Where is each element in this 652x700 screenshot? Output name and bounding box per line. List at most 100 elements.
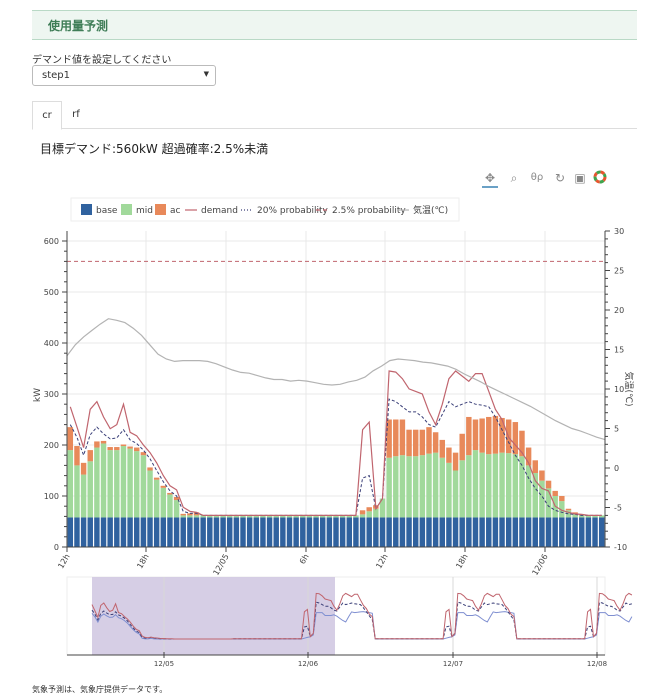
- bar-base: [552, 517, 558, 547]
- bar-ac: [80, 462, 87, 475]
- bar-base: [286, 517, 293, 547]
- bar-base: [459, 517, 465, 547]
- bar-base: [120, 517, 127, 547]
- bar-base: [173, 517, 180, 547]
- bar-ac: [452, 452, 459, 471]
- legend-base-label: base: [96, 206, 118, 216]
- bar-base: [386, 517, 392, 547]
- tick-label: 6h: [298, 553, 311, 566]
- bar-mid: [386, 457, 392, 518]
- range-selection[interactable]: [92, 577, 335, 655]
- bar-mid: [479, 452, 485, 518]
- bar-mid: [512, 454, 519, 518]
- chevron-down-icon: ▼: [203, 70, 209, 78]
- bar-ac: [87, 450, 93, 462]
- section-title: 使用量予測: [48, 19, 109, 33]
- tick-label: 0: [54, 543, 59, 552]
- wheel-zoom-icon[interactable]: θρ: [530, 172, 544, 183]
- bar-mid: [426, 453, 432, 518]
- bar-mid: [585, 515, 592, 518]
- tick-label: 12/07: [443, 660, 463, 668]
- bar-base: [446, 517, 452, 547]
- bar-base: [532, 517, 538, 547]
- bar-base: [353, 517, 359, 547]
- bar-mid: [486, 454, 492, 518]
- bar-ac: [432, 432, 439, 453]
- bar-ac: [559, 496, 565, 502]
- bar-base: [572, 517, 578, 547]
- grid: [66, 231, 605, 548]
- y-axis-label: kW: [33, 388, 43, 402]
- bar-base: [366, 517, 372, 547]
- bar-base: [80, 517, 87, 547]
- bar-base: [479, 517, 485, 547]
- bar-ac: [472, 419, 479, 451]
- bar-ac: [67, 427, 74, 451]
- section-header: 使用量予測: [32, 10, 637, 40]
- bar-mid: [552, 496, 558, 518]
- bar-base: [227, 517, 233, 547]
- bar-base: [233, 517, 240, 547]
- tick-label: 12/06: [298, 660, 319, 668]
- bar-mid: [519, 456, 525, 518]
- bar-base: [559, 517, 565, 547]
- demand-select-label: デマンド値を設定してください: [32, 55, 172, 66]
- bar-mid: [120, 446, 127, 518]
- tick-label: 400: [44, 339, 59, 348]
- bar-mid: [233, 515, 240, 518]
- bar-base: [246, 517, 253, 547]
- box-zoom-icon[interactable]: ⌕: [510, 171, 518, 185]
- bar-base: [266, 517, 273, 547]
- footer-note: 気象予測は、気象庁提供データです。: [32, 685, 168, 694]
- bar-base: [439, 517, 445, 547]
- bar-ac: [127, 446, 133, 449]
- bar-mid: [333, 515, 339, 518]
- bar-mid: [346, 515, 353, 518]
- bar-ac: [512, 422, 519, 455]
- bar-mid: [180, 515, 186, 518]
- tab-rf[interactable]: rf: [72, 109, 80, 120]
- bar-mid: [532, 473, 538, 518]
- bar-base: [426, 517, 432, 547]
- bar-base: [100, 517, 107, 547]
- tick-label: 12h: [56, 553, 71, 571]
- tab-cr[interactable]: cr: [32, 101, 62, 130]
- bar-ac: [393, 419, 399, 457]
- range-tool-chart[interactable]: 12/05 12/06 12/07 12/08: [66, 576, 633, 668]
- demand-select[interactable]: step1 ▼: [32, 65, 216, 86]
- bar-base: [373, 517, 379, 547]
- bar-base: [147, 517, 153, 547]
- save-icon[interactable]: ▣: [574, 171, 586, 185]
- bar-mid: [293, 515, 299, 518]
- bar-base: [565, 517, 572, 547]
- bar-base: [313, 517, 319, 547]
- bar-mid: [472, 450, 479, 518]
- bar-base: [432, 517, 439, 547]
- bar-base: [107, 517, 113, 547]
- bar-mid: [399, 455, 406, 518]
- bar-mid: [545, 488, 552, 518]
- tick-label: 18h: [135, 553, 150, 571]
- bar-mid: [67, 450, 74, 518]
- bar-base: [293, 517, 299, 547]
- bar-ac: [386, 419, 392, 458]
- bar-base: [512, 517, 519, 547]
- bar-ac: [459, 433, 465, 461]
- tick-label: 20: [614, 306, 624, 315]
- y-axis-left: 0 100 200 300 400 500 600 kW: [33, 231, 68, 552]
- bar-ac: [412, 429, 419, 457]
- pan-icon[interactable]: ✥: [482, 170, 498, 188]
- tick-label: 15: [614, 346, 624, 355]
- bokeh-logo-icon[interactable]: [592, 170, 608, 186]
- reset-icon[interactable]: ↻: [554, 171, 566, 185]
- bar-base: [579, 517, 585, 547]
- tick-label: 12/06: [530, 553, 549, 577]
- bar-mid: [167, 494, 173, 518]
- tick-label: 100: [44, 492, 59, 501]
- bar-mid: [220, 515, 226, 518]
- bar-ac: [153, 477, 160, 480]
- bar-base: [280, 517, 286, 547]
- bar-mid: [499, 452, 505, 518]
- bar-mid: [213, 515, 220, 518]
- bar-ac: [167, 492, 173, 495]
